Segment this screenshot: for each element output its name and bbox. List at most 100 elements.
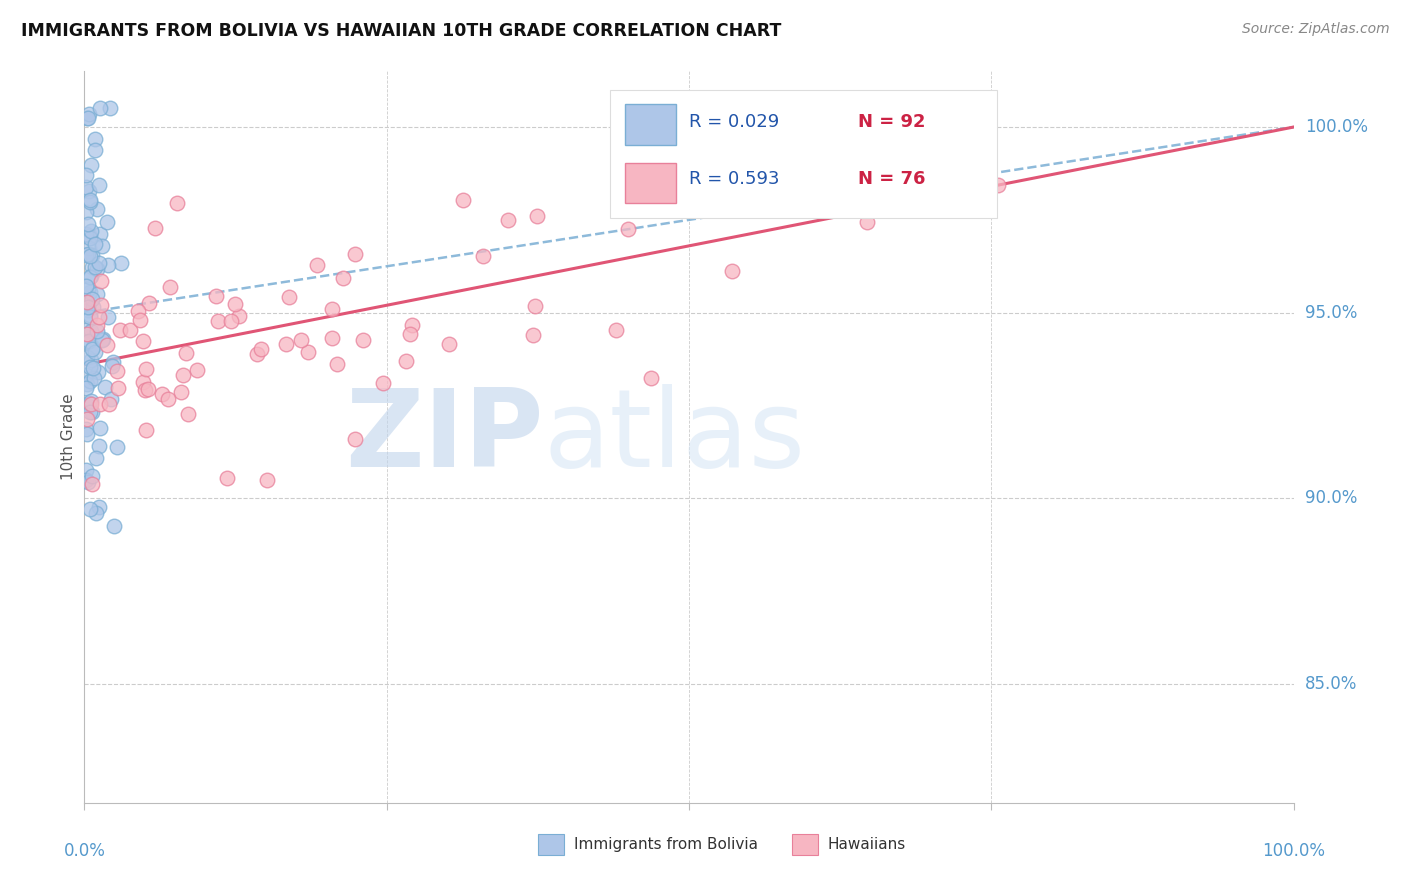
Point [87, 256, 110, 270]
Point [79, 229, 101, 244]
Point [136, 383, 159, 397]
Point [75, 463, 97, 477]
Point [75, 422, 97, 436]
Point [75, 473, 97, 487]
Point [80, 353, 103, 368]
Point [86, 324, 108, 338]
Point [135, 423, 157, 437]
Point [77, 282, 100, 296]
Point [79, 359, 101, 374]
Point [79, 405, 101, 419]
Point [82, 340, 104, 354]
Point [101, 359, 124, 374]
Point [76, 111, 98, 125]
Point [76, 426, 98, 441]
Point [80, 405, 103, 419]
Point [305, 258, 328, 272]
Point [76, 350, 98, 364]
Point [523, 299, 546, 313]
Text: atlas: atlas [544, 384, 806, 490]
Point [105, 441, 128, 455]
Point [807, 102, 830, 116]
Point [186, 363, 208, 377]
Text: 0.0%: 0.0% [63, 842, 105, 860]
Point [76, 335, 98, 350]
Point [134, 384, 156, 398]
Text: Source: ZipAtlas.com: Source: ZipAtlas.com [1241, 22, 1389, 37]
Text: 85.0%: 85.0% [1305, 675, 1357, 693]
FancyBboxPatch shape [538, 833, 564, 855]
Point [76, 295, 98, 310]
Point [89, 227, 111, 242]
Point [395, 353, 418, 368]
Point [79, 393, 101, 408]
Point [97, 259, 120, 273]
Point [75, 381, 97, 395]
Point [97, 310, 120, 325]
Point [86, 506, 108, 520]
Point [290, 333, 312, 347]
FancyBboxPatch shape [624, 162, 676, 203]
Text: N = 76: N = 76 [858, 169, 925, 188]
Point [150, 387, 173, 401]
Point [86, 287, 108, 301]
Point [79, 231, 101, 245]
Point [640, 371, 662, 385]
Point [89, 102, 111, 116]
Point [986, 178, 1008, 192]
Point [166, 196, 188, 211]
Point [75, 180, 97, 194]
Text: 100.0%: 100.0% [1305, 118, 1368, 136]
FancyBboxPatch shape [624, 104, 676, 145]
Point [84, 450, 107, 465]
Point [159, 279, 181, 293]
Point [856, 214, 879, 228]
Y-axis label: 10th Grade: 10th Grade [60, 393, 76, 481]
Point [76, 398, 98, 412]
Point [80, 248, 103, 262]
Point [91, 239, 114, 253]
Point [87, 439, 110, 453]
Point [172, 368, 194, 382]
Point [344, 432, 367, 446]
Point [451, 193, 474, 207]
Point [228, 309, 250, 323]
Point [170, 384, 193, 399]
Point [522, 328, 544, 343]
Point [82, 361, 104, 376]
Point [135, 362, 157, 376]
Point [321, 302, 343, 317]
Point [77, 246, 100, 260]
Point [87, 310, 110, 324]
Point [80, 468, 103, 483]
Point [157, 392, 180, 407]
Text: Hawaiians: Hawaiians [828, 837, 907, 852]
Point [120, 322, 142, 336]
Point [84, 143, 107, 157]
Point [100, 392, 122, 407]
Point [207, 314, 229, 328]
Point [87, 178, 110, 193]
Point [77, 107, 100, 121]
Point [79, 308, 101, 322]
Point [82, 300, 104, 314]
Point [80, 343, 103, 357]
Point [80, 224, 103, 238]
Point [325, 357, 347, 371]
Point [256, 473, 278, 487]
Point [80, 260, 103, 275]
Point [138, 296, 160, 310]
Point [143, 220, 166, 235]
Text: R = 0.593: R = 0.593 [689, 169, 779, 188]
Point [76, 412, 98, 426]
Point [371, 376, 394, 391]
Point [401, 318, 423, 332]
Point [277, 290, 299, 304]
Text: Immigrants from Bolivia: Immigrants from Bolivia [574, 837, 758, 852]
Point [94, 379, 117, 393]
Point [77, 475, 100, 490]
Point [721, 264, 744, 278]
Point [87, 500, 110, 514]
Point [132, 375, 155, 389]
Point [352, 333, 374, 347]
